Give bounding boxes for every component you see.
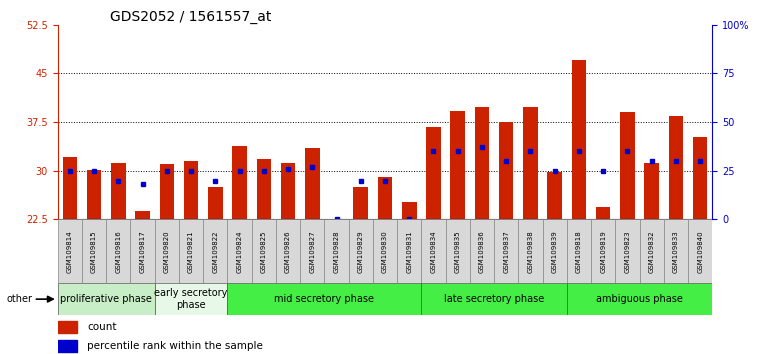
Text: GSM109823: GSM109823 [624,230,631,273]
Text: GSM109815: GSM109815 [91,230,97,273]
Bar [615,219,640,283]
Text: GSM109835: GSM109835 [455,230,460,273]
Bar [567,219,591,283]
Bar [184,161,199,219]
Bar [547,172,562,219]
Text: GSM109822: GSM109822 [213,230,219,273]
Text: GSM109824: GSM109824 [236,230,243,273]
Text: GSM109834: GSM109834 [430,230,437,273]
Bar [179,219,203,283]
Bar [543,219,567,283]
Bar [644,163,659,219]
Text: GSM109819: GSM109819 [600,230,606,273]
Text: other: other [6,294,32,304]
Text: GSM109814: GSM109814 [67,230,73,273]
Bar [523,107,537,219]
Bar [136,211,150,219]
Bar [446,219,470,283]
Bar [571,61,586,219]
Bar [518,219,543,283]
Bar [111,163,126,219]
Text: GSM109839: GSM109839 [551,230,557,273]
Bar [58,283,155,315]
Text: GSM109827: GSM109827 [310,230,315,273]
Bar [276,219,300,283]
Bar [58,321,77,333]
Bar [130,219,155,283]
Bar [281,163,296,219]
Text: GSM109828: GSM109828 [333,230,340,273]
Text: GSM109836: GSM109836 [479,230,485,273]
Bar [474,107,489,219]
Bar [450,111,465,219]
Text: GSM109838: GSM109838 [527,230,534,273]
Text: GSM109818: GSM109818 [576,230,582,273]
Bar [494,219,518,283]
Text: GSM109817: GSM109817 [139,230,146,273]
Text: GSM109821: GSM109821 [188,230,194,273]
Bar [82,219,106,283]
Text: GSM109830: GSM109830 [382,230,388,273]
Bar [640,219,664,283]
Text: GDS2052 / 1561557_at: GDS2052 / 1561557_at [110,10,272,24]
Bar [300,219,324,283]
Bar [233,146,247,219]
Bar [58,341,77,352]
Text: GSM109840: GSM109840 [697,230,703,273]
Bar [155,219,179,283]
Text: early secretory
phase: early secretory phase [155,288,228,310]
Text: GSM109831: GSM109831 [407,230,412,273]
Bar [305,148,320,219]
Bar [106,219,130,283]
Bar [159,164,174,219]
Bar [499,122,514,219]
Bar [596,206,611,219]
Bar [87,170,102,219]
Bar [688,219,712,283]
Text: GSM109833: GSM109833 [673,230,679,273]
Text: count: count [87,322,117,332]
Bar [378,177,392,219]
Bar [668,116,683,219]
Text: proliferative phase: proliferative phase [60,294,152,304]
Text: GSM109820: GSM109820 [164,230,170,273]
Bar [373,219,397,283]
Text: GSM109825: GSM109825 [261,230,266,273]
Bar [693,137,708,219]
Text: mid secretory phase: mid secretory phase [274,294,374,304]
Bar [591,219,615,283]
Text: GSM109829: GSM109829 [358,230,363,273]
Bar [208,187,223,219]
Bar [470,219,494,283]
Bar [421,219,446,283]
Bar [421,283,567,315]
Bar [227,219,252,283]
Bar [567,283,712,315]
Text: GSM109816: GSM109816 [116,230,122,273]
Bar [324,219,349,283]
Bar [427,127,440,219]
Text: percentile rank within the sample: percentile rank within the sample [87,341,263,351]
Bar [252,219,276,283]
Bar [330,219,343,222]
Bar [62,156,77,219]
Bar [349,219,373,283]
Text: ambiguous phase: ambiguous phase [596,294,683,304]
Bar [155,283,227,315]
Bar [402,202,417,219]
Bar [397,219,421,283]
Text: GSM109837: GSM109837 [504,230,509,273]
Bar [664,219,688,283]
Text: GSM109826: GSM109826 [285,230,291,273]
Bar [620,113,634,219]
Bar [256,159,271,219]
Bar [353,187,368,219]
Bar [227,283,421,315]
Text: GSM109832: GSM109832 [648,230,654,273]
Text: late secretory phase: late secretory phase [444,294,544,304]
Bar [203,219,227,283]
Bar [58,219,82,283]
